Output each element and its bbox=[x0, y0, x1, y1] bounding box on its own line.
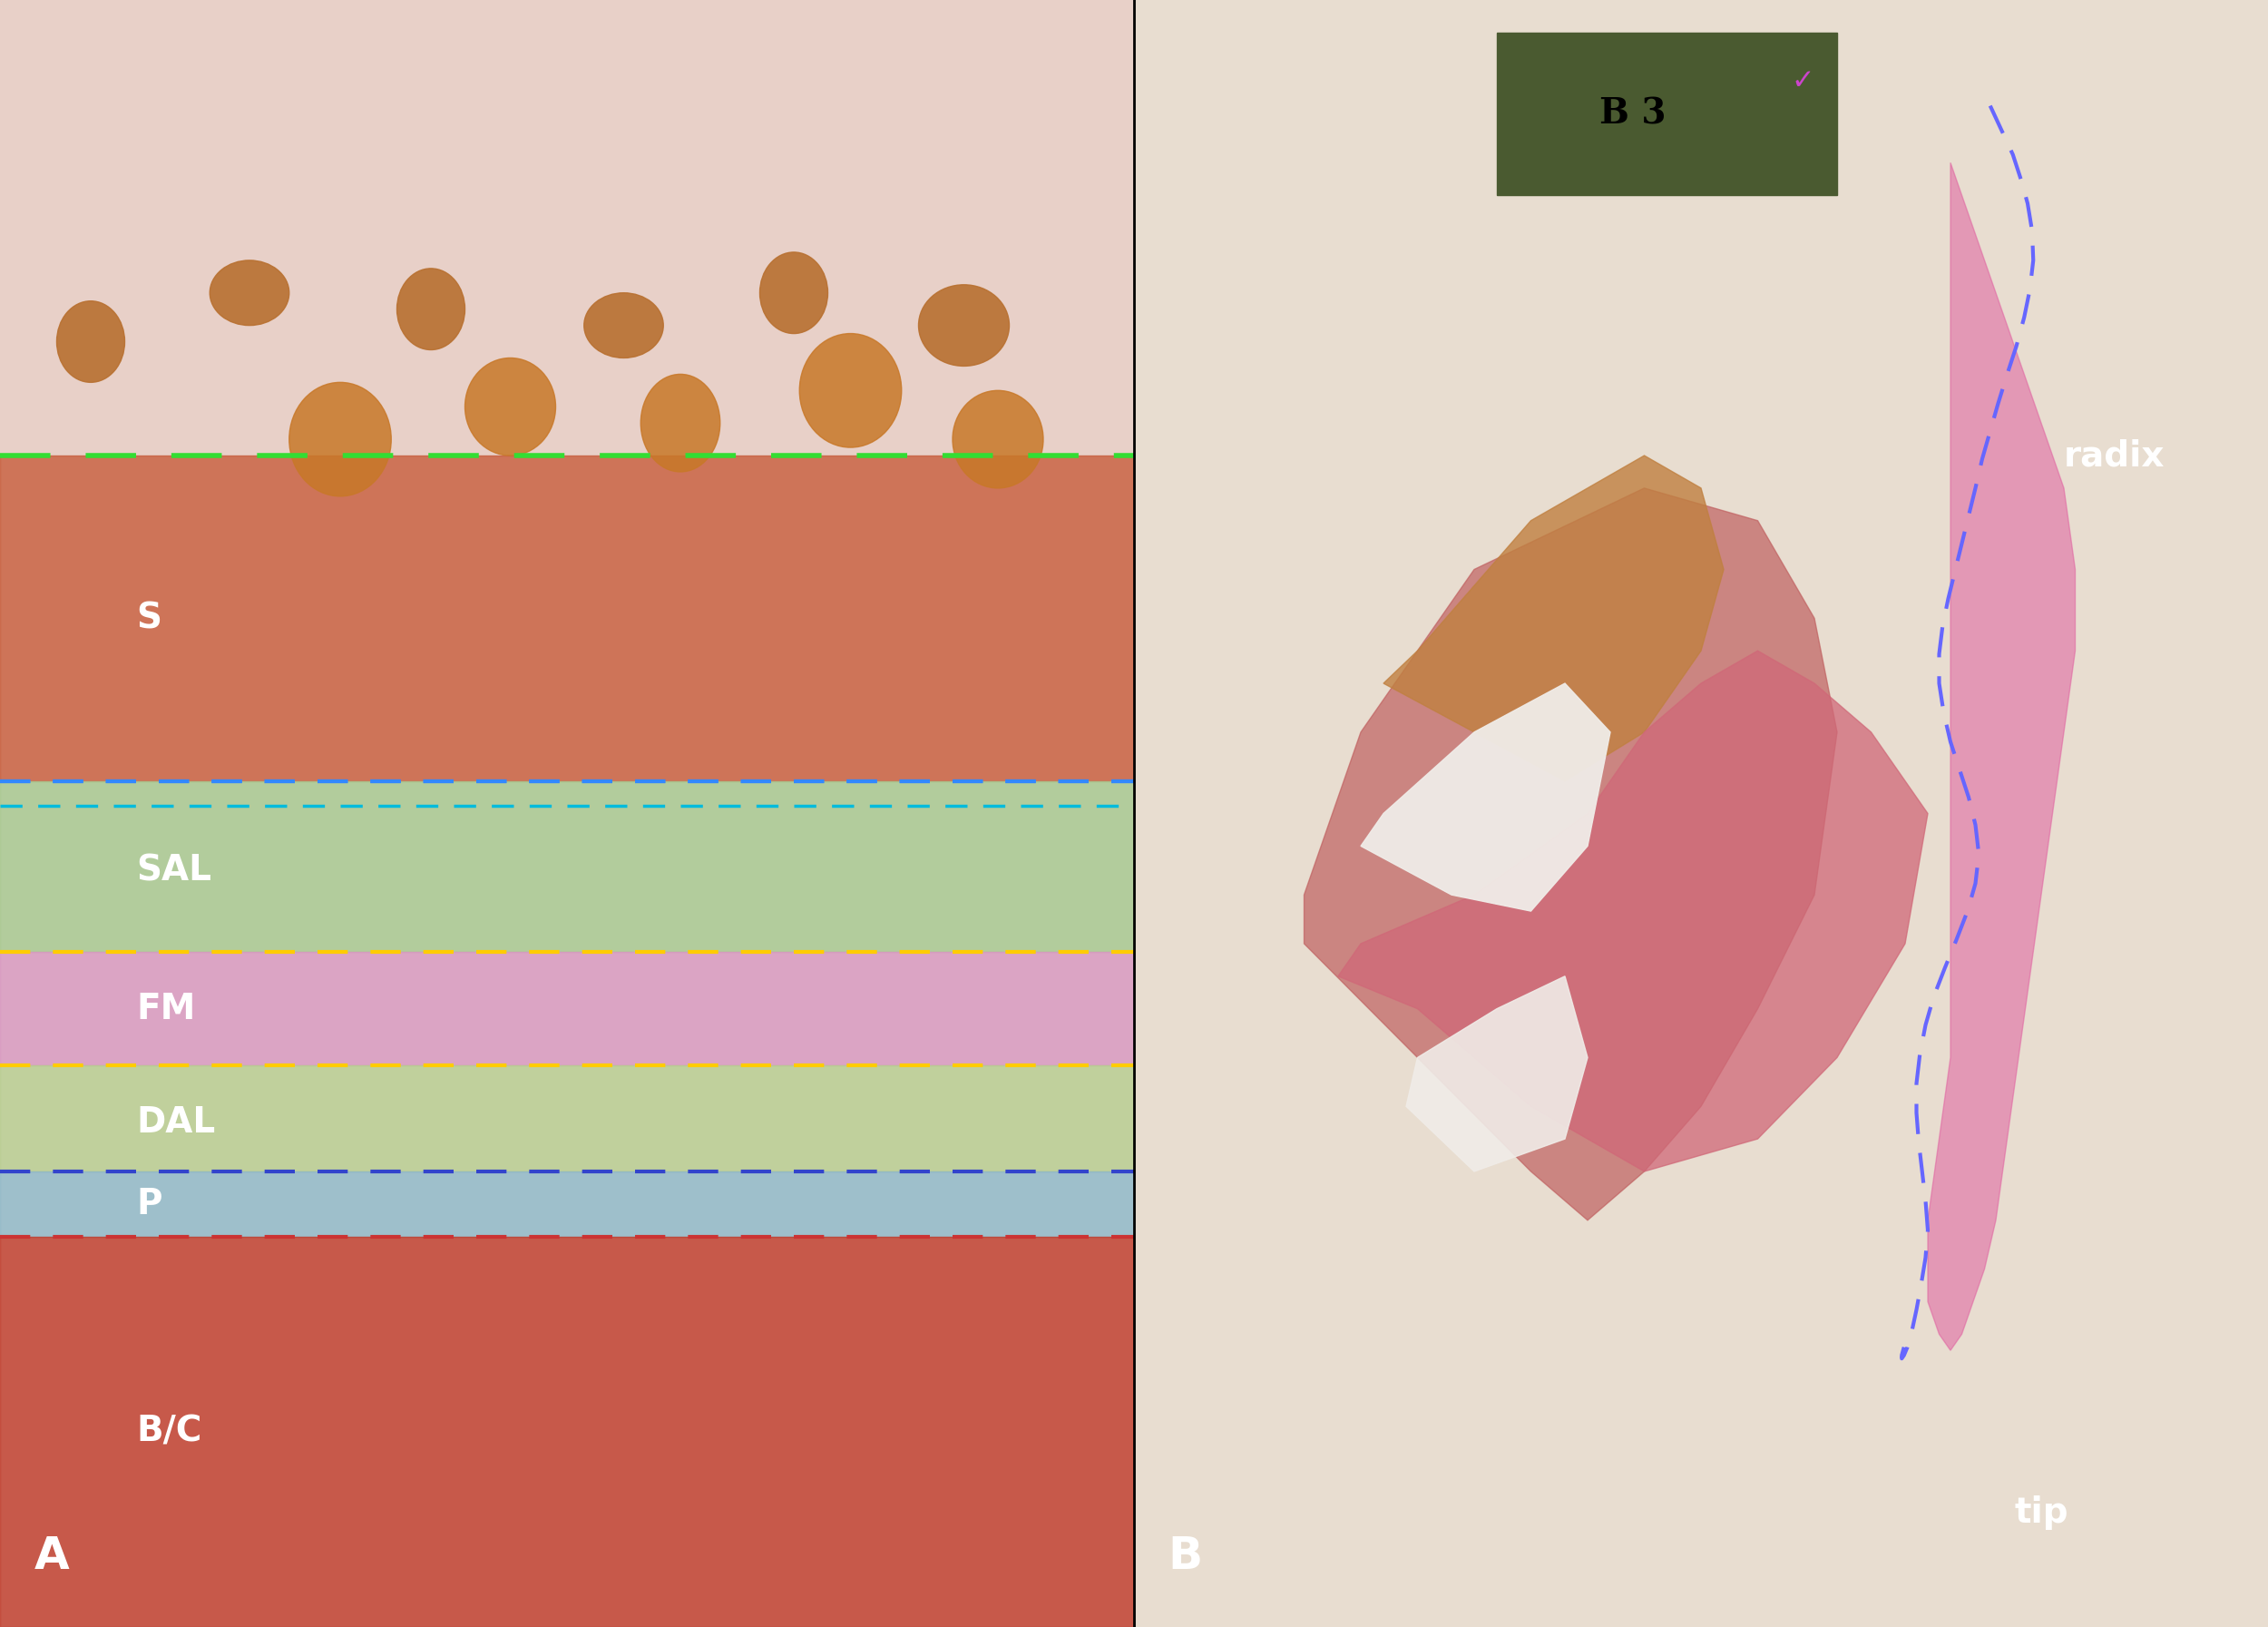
Polygon shape bbox=[1304, 488, 1837, 1220]
Text: FM: FM bbox=[136, 991, 195, 1027]
FancyBboxPatch shape bbox=[1497, 33, 1837, 195]
Text: ✓: ✓ bbox=[1792, 68, 1814, 94]
Ellipse shape bbox=[642, 374, 721, 472]
Text: tip: tip bbox=[2014, 1495, 2068, 1531]
Text: B: B bbox=[1168, 1534, 1202, 1578]
Ellipse shape bbox=[465, 358, 556, 456]
Bar bbox=[0, 1171, 1134, 1237]
Ellipse shape bbox=[209, 260, 290, 325]
Bar bbox=[0, 952, 1134, 1066]
Text: S: S bbox=[136, 600, 161, 636]
Ellipse shape bbox=[919, 285, 1009, 366]
Text: B 3: B 3 bbox=[1599, 96, 1667, 132]
Polygon shape bbox=[1383, 456, 1724, 781]
Ellipse shape bbox=[760, 252, 828, 334]
Text: DAL: DAL bbox=[136, 1105, 215, 1141]
Text: B/C: B/C bbox=[136, 1414, 202, 1450]
Ellipse shape bbox=[953, 390, 1043, 488]
Bar bbox=[0, 781, 1134, 952]
Bar bbox=[0, 456, 1134, 781]
Polygon shape bbox=[1338, 651, 1928, 1171]
Bar bbox=[0, 1066, 1134, 1171]
Text: SAL: SAL bbox=[136, 853, 211, 888]
Bar bbox=[0, 1237, 1134, 1627]
Ellipse shape bbox=[397, 268, 465, 350]
Ellipse shape bbox=[290, 382, 392, 496]
Polygon shape bbox=[1406, 976, 1588, 1171]
Ellipse shape bbox=[57, 301, 125, 382]
Polygon shape bbox=[1928, 163, 2075, 1350]
Ellipse shape bbox=[801, 334, 903, 447]
Polygon shape bbox=[1361, 683, 1610, 911]
Ellipse shape bbox=[585, 293, 665, 358]
Text: P: P bbox=[136, 1186, 161, 1222]
Text: A: A bbox=[34, 1534, 70, 1578]
Text: radix: radix bbox=[2064, 438, 2166, 473]
Bar bbox=[0, 0, 1134, 456]
